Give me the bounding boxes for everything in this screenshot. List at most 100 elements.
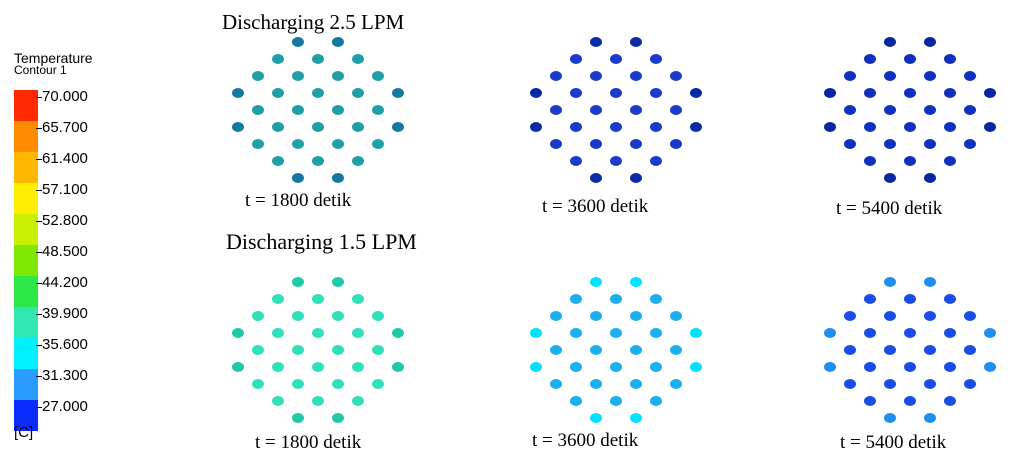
pipe-dot bbox=[590, 413, 602, 423]
row-title-1-5-lpm: Discharging 1.5 LPM bbox=[226, 229, 417, 254]
pipe-dot bbox=[332, 37, 344, 47]
time-label-r1-p3: t = 5400 detik bbox=[836, 198, 943, 219]
pipe-dot bbox=[864, 88, 876, 98]
pipe-dot bbox=[904, 54, 916, 64]
pipe-dot bbox=[904, 88, 916, 98]
pipe-dot bbox=[690, 122, 702, 132]
pipe-dot bbox=[884, 311, 896, 321]
pipe-dot bbox=[292, 71, 304, 81]
pipe-dot bbox=[372, 139, 384, 149]
pipe-dot bbox=[884, 413, 896, 423]
pipe-dot bbox=[630, 345, 642, 355]
pipe-dot bbox=[670, 311, 682, 321]
pipe-dot bbox=[924, 105, 936, 115]
legend-tick-label: 35.600 bbox=[42, 336, 88, 353]
pipe-dot bbox=[924, 139, 936, 149]
pipe-dot bbox=[984, 328, 996, 338]
pipe-dot bbox=[864, 156, 876, 166]
legend-band-9 bbox=[14, 369, 38, 400]
pipe-dot bbox=[372, 379, 384, 389]
pipe-dot bbox=[630, 139, 642, 149]
legend-tick-mark bbox=[36, 407, 42, 408]
pipe-dot bbox=[352, 156, 364, 166]
pipe-dot bbox=[630, 37, 642, 47]
pipe-dot bbox=[332, 173, 344, 183]
pipe-dot bbox=[884, 139, 896, 149]
legend-band-3 bbox=[14, 183, 38, 214]
pipe-dot bbox=[332, 71, 344, 81]
pipe-dot bbox=[984, 88, 996, 98]
legend-band-1 bbox=[14, 121, 38, 152]
pipe-dot bbox=[312, 156, 324, 166]
pipe-dot bbox=[312, 396, 324, 406]
legend-tick-mark bbox=[36, 97, 42, 98]
pipe-dot bbox=[252, 71, 264, 81]
legend-unit: [C] bbox=[14, 424, 34, 441]
pipe-dot bbox=[312, 54, 324, 64]
pipe-dot bbox=[884, 379, 896, 389]
pipe-dot bbox=[352, 328, 364, 338]
pipe-dot bbox=[332, 105, 344, 115]
pipe-dot bbox=[904, 328, 916, 338]
pipe-dot bbox=[864, 122, 876, 132]
legend-tick-label: 52.800 bbox=[42, 212, 88, 229]
legend-band-2 bbox=[14, 152, 38, 183]
pipe-dot bbox=[630, 277, 642, 287]
legend-tick-mark bbox=[36, 314, 42, 315]
pipe-dot bbox=[610, 88, 622, 98]
pipe-dot bbox=[312, 294, 324, 304]
pipe-dot bbox=[690, 328, 702, 338]
pipe-dot bbox=[630, 379, 642, 389]
pipe-dot bbox=[924, 173, 936, 183]
pipe-dot bbox=[670, 139, 682, 149]
pipe-dot bbox=[272, 122, 284, 132]
pipe-dot bbox=[292, 139, 304, 149]
time-label-r2-p3: t = 5400 detik bbox=[840, 432, 947, 453]
pipe-dot bbox=[964, 71, 976, 81]
pipe-dot bbox=[590, 311, 602, 321]
pipe-dot bbox=[904, 156, 916, 166]
pipe-dot bbox=[590, 71, 602, 81]
pipe-dot bbox=[272, 328, 284, 338]
legend-tick-label: 70.000 bbox=[42, 88, 88, 105]
pipe-dot bbox=[570, 362, 582, 372]
time-label-r2-p2: t = 3600 detik bbox=[532, 430, 639, 451]
pipe-dot bbox=[332, 311, 344, 321]
pipe-dot bbox=[670, 71, 682, 81]
pipe-dot bbox=[964, 379, 976, 389]
pipe-dot bbox=[630, 105, 642, 115]
legend-tick-label: 27.000 bbox=[42, 398, 88, 415]
pipe-dot bbox=[372, 345, 384, 355]
pipe-dot bbox=[904, 396, 916, 406]
temperature-color-bar bbox=[14, 90, 38, 431]
pipe-dot bbox=[550, 139, 562, 149]
pipe-dot bbox=[864, 396, 876, 406]
pipe-dot bbox=[924, 379, 936, 389]
legend-tick-label: 31.300 bbox=[42, 367, 88, 384]
pipe-dot bbox=[570, 156, 582, 166]
pipe-dot bbox=[844, 105, 856, 115]
pipe-dot bbox=[352, 122, 364, 132]
pipe-dot bbox=[964, 311, 976, 321]
pipe-dot bbox=[312, 122, 324, 132]
pipe-dot bbox=[570, 88, 582, 98]
pipe-dot bbox=[690, 88, 702, 98]
pipe-dot bbox=[550, 379, 562, 389]
pipe-dot bbox=[332, 139, 344, 149]
pipe-dot bbox=[610, 396, 622, 406]
pipe-dot bbox=[590, 277, 602, 287]
pipe-dot bbox=[864, 294, 876, 304]
pipe-dot bbox=[944, 294, 956, 304]
pipe-dot bbox=[292, 379, 304, 389]
legend-tick-mark bbox=[36, 159, 42, 160]
pipe-dot bbox=[844, 311, 856, 321]
pipe-dot bbox=[232, 88, 244, 98]
pipe-dot bbox=[292, 173, 304, 183]
pipe-dot bbox=[590, 37, 602, 47]
pipe-dot bbox=[650, 54, 662, 64]
pipe-dot bbox=[904, 122, 916, 132]
pipe-dot bbox=[570, 328, 582, 338]
legend-title: Temperature bbox=[14, 50, 93, 66]
pipe-dot bbox=[610, 328, 622, 338]
pipe-dot bbox=[944, 54, 956, 64]
